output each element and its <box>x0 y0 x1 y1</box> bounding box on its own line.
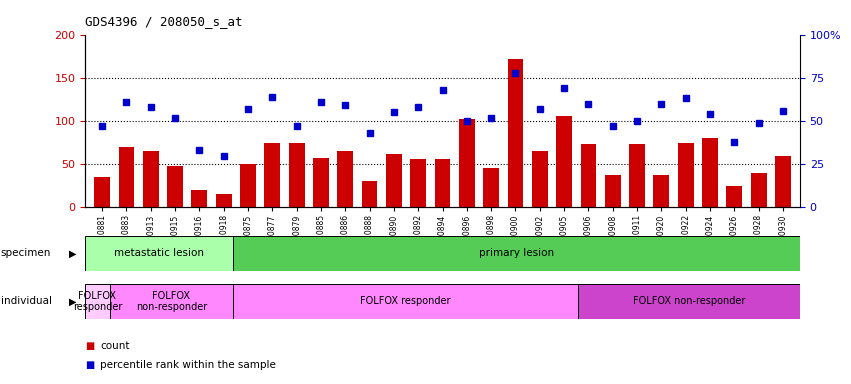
Text: FOLFOX
non-responder: FOLFOX non-responder <box>136 291 207 312</box>
Bar <box>654 174 669 207</box>
Bar <box>580 144 597 207</box>
Bar <box>143 151 158 207</box>
Bar <box>118 147 134 207</box>
Bar <box>265 142 280 207</box>
Bar <box>507 59 523 207</box>
Bar <box>435 159 450 207</box>
Bar <box>775 156 791 207</box>
Bar <box>459 119 475 207</box>
Bar <box>94 177 110 207</box>
Bar <box>483 169 499 207</box>
Text: ■: ■ <box>85 341 94 351</box>
Text: ▶: ▶ <box>69 248 76 258</box>
Bar <box>677 142 694 207</box>
Text: FOLFOX responder: FOLFOX responder <box>360 296 451 306</box>
Text: FOLFOX non-responder: FOLFOX non-responder <box>633 296 745 306</box>
Text: ■: ■ <box>85 360 94 370</box>
Bar <box>702 138 718 207</box>
Bar <box>110 284 233 319</box>
Bar <box>167 166 183 207</box>
Text: GDS4396 / 208050_s_at: GDS4396 / 208050_s_at <box>85 15 243 28</box>
Text: percentile rank within the sample: percentile rank within the sample <box>100 360 277 370</box>
Bar <box>313 158 328 207</box>
Bar <box>751 173 767 207</box>
Text: metastatic lesion: metastatic lesion <box>114 248 204 258</box>
Bar <box>216 194 231 207</box>
Bar <box>288 142 305 207</box>
Text: individual: individual <box>1 296 52 306</box>
Bar <box>532 151 548 207</box>
Bar <box>629 144 645 207</box>
Bar <box>191 190 208 207</box>
Text: FOLFOX
responder: FOLFOX responder <box>72 291 122 312</box>
Bar <box>410 159 426 207</box>
Bar <box>85 236 233 271</box>
Bar <box>362 182 378 207</box>
Text: count: count <box>100 341 130 351</box>
Text: specimen: specimen <box>1 248 51 258</box>
Bar <box>605 174 620 207</box>
Bar <box>233 284 578 319</box>
Bar <box>578 284 800 319</box>
Bar <box>240 164 256 207</box>
Text: ▶: ▶ <box>69 296 76 306</box>
Bar <box>727 186 742 207</box>
Text: primary lesion: primary lesion <box>479 248 554 258</box>
Bar <box>233 236 800 271</box>
Bar <box>337 151 353 207</box>
Bar <box>557 116 572 207</box>
Bar <box>85 284 110 319</box>
Bar <box>386 154 402 207</box>
